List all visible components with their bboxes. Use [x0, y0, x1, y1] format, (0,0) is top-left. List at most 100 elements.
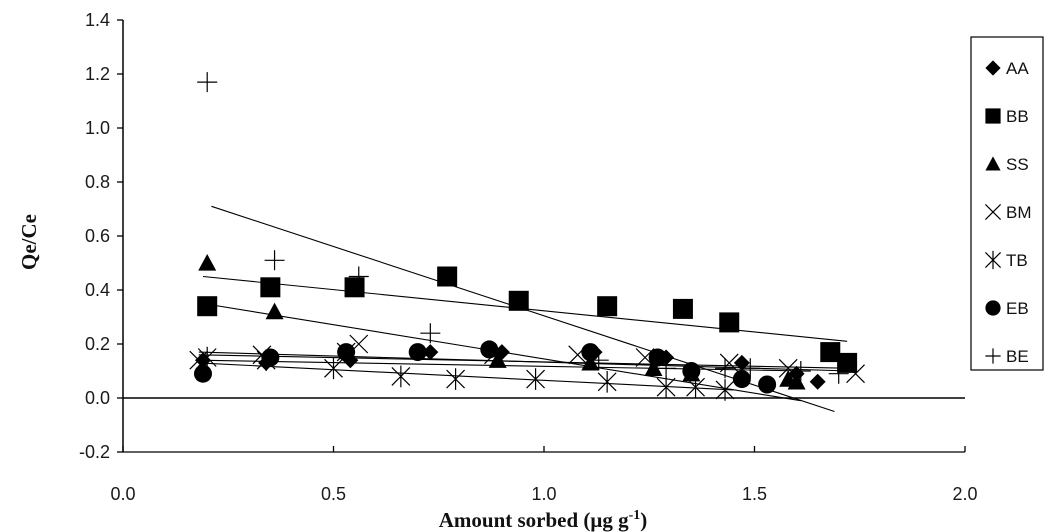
legend-label-bm: BM — [1006, 203, 1032, 222]
legend-item-tb: TB — [984, 250, 1028, 270]
point-tb — [526, 368, 546, 390]
point-tb — [715, 379, 735, 401]
legend-label-aa: AA — [1006, 59, 1029, 78]
point-tb — [197, 346, 217, 369]
point-be — [588, 350, 609, 371]
y-tick-label: 1.0 — [85, 118, 110, 138]
y-tick-label: -0.2 — [79, 442, 110, 462]
legend-item-be: BE — [985, 347, 1029, 366]
legend-marker-tb — [984, 250, 1002, 270]
series-bb — [197, 266, 858, 373]
legend-item-eb: EB — [985, 299, 1029, 318]
x-tick-label: 1.0 — [531, 484, 556, 504]
point-bb — [260, 277, 281, 298]
legend-marker-eb — [985, 300, 1001, 316]
point-tb — [656, 376, 676, 398]
legend-item-bb: BB — [985, 107, 1029, 126]
legend: AA BB SS BM TB EB BE — [970, 36, 1044, 371]
y-tick-label: 0.4 — [85, 280, 110, 300]
point-eb — [480, 340, 499, 359]
legend-item-ss: SS — [985, 155, 1029, 174]
x-ticks: 0.0 0.5 1.0 1.5 2.0 — [110, 446, 978, 504]
y-tick-label: 0.6 — [85, 226, 110, 246]
y-ticks: -0.2 0.0 0.2 0.4 0.6 0.8 1.0 1.2 1.4 — [79, 10, 123, 462]
point-tb — [686, 376, 705, 398]
legend-box — [970, 36, 1044, 371]
point-be — [828, 363, 849, 384]
point-bb — [197, 296, 218, 317]
point-eb — [732, 370, 751, 389]
point-eb — [193, 364, 212, 383]
legend-label-bb: BB — [1006, 107, 1029, 126]
point-eb — [682, 362, 701, 380]
point-bb — [672, 298, 693, 319]
legend-item-aa: AA — [985, 59, 1029, 78]
point-ss — [581, 353, 600, 371]
series-bm — [189, 334, 865, 384]
point-be — [264, 250, 285, 271]
series-eb — [193, 340, 777, 394]
y-tick-label: 0.2 — [85, 334, 110, 354]
y-axis-title: Qe/Ce — [17, 214, 41, 270]
point-be — [348, 266, 369, 287]
point-bb — [437, 266, 458, 287]
series-tb — [197, 346, 735, 401]
point-bb — [820, 342, 841, 363]
x-axis-title-main: Amount sorbed (μg g — [439, 508, 629, 532]
x-tick-label: 0.0 — [110, 484, 135, 504]
y-tick-label: 1.2 — [85, 64, 110, 84]
legend-marker-be — [985, 348, 1001, 364]
x-tick-label: 1.5 — [742, 484, 767, 504]
data-markers — [189, 72, 865, 401]
x-tick-label: 0.5 — [321, 484, 346, 504]
legend-label-be: BE — [1006, 347, 1029, 366]
point-tb — [446, 368, 466, 390]
point-be — [197, 72, 218, 93]
point-bb — [344, 277, 365, 298]
y-tick-label: 0.8 — [85, 172, 110, 192]
y-tick-label: 1.4 — [85, 10, 110, 30]
point-bb — [597, 296, 618, 317]
legend-marker-ss — [985, 156, 1001, 171]
point-bb — [719, 312, 740, 333]
point-tb — [597, 371, 617, 393]
point-bm — [778, 358, 798, 378]
point-bb — [508, 290, 529, 311]
point-tb — [391, 365, 411, 388]
point-tb — [324, 357, 343, 380]
legend-label-tb: TB — [1006, 251, 1028, 270]
point-aa — [733, 354, 750, 371]
point-be — [790, 361, 811, 381]
x-axis-title: Amount sorbed (μg g-1) — [439, 508, 648, 532]
point-eb — [337, 343, 356, 362]
point-ss — [644, 359, 663, 376]
point-ss — [787, 372, 806, 390]
point-eb — [581, 343, 600, 362]
point-bm — [846, 364, 865, 384]
legend-marker-aa — [985, 60, 1001, 76]
series-be — [197, 72, 849, 384]
point-bb — [837, 352, 858, 373]
x-axis-title-tail: ) — [640, 508, 647, 532]
point-aa — [422, 344, 439, 361]
point-be — [656, 358, 677, 379]
x-tick-label: 2.0 — [952, 484, 977, 504]
point-eb — [261, 348, 280, 367]
legend-item-bm: BM — [984, 203, 1032, 222]
legend-label-ss: SS — [1006, 155, 1029, 174]
point-eb — [648, 348, 667, 367]
point-eb — [758, 375, 777, 394]
point-ss — [265, 302, 284, 320]
point-be — [715, 358, 736, 379]
trendline-tb — [198, 362, 734, 391]
x-axis-title-superscript: -1 — [629, 508, 641, 523]
y-tick-label: 0.0 — [85, 388, 110, 408]
point-ss — [198, 254, 217, 271]
legend-marker-bm — [984, 203, 1002, 221]
point-be — [420, 323, 441, 344]
point-aa — [809, 373, 826, 390]
legend-label-eb: EB — [1006, 299, 1029, 318]
legend-marker-bb — [985, 108, 1001, 124]
point-eb — [408, 343, 427, 362]
